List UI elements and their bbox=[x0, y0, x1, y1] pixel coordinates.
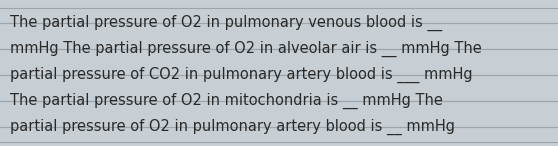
Text: The partial pressure of O2 in mitochondria is __ mmHg The: The partial pressure of O2 in mitochondr… bbox=[10, 93, 443, 109]
Text: The partial pressure of O2 in pulmonary venous blood is __: The partial pressure of O2 in pulmonary … bbox=[10, 15, 442, 31]
Text: mmHg The partial pressure of O2 in alveolar air is __ mmHg The: mmHg The partial pressure of O2 in alveo… bbox=[10, 41, 482, 57]
Text: partial pressure of CO2 in pulmonary artery blood is ___ mmHg: partial pressure of CO2 in pulmonary art… bbox=[10, 67, 473, 83]
Text: partial pressure of O2 in pulmonary artery blood is __ mmHg: partial pressure of O2 in pulmonary arte… bbox=[10, 119, 455, 135]
